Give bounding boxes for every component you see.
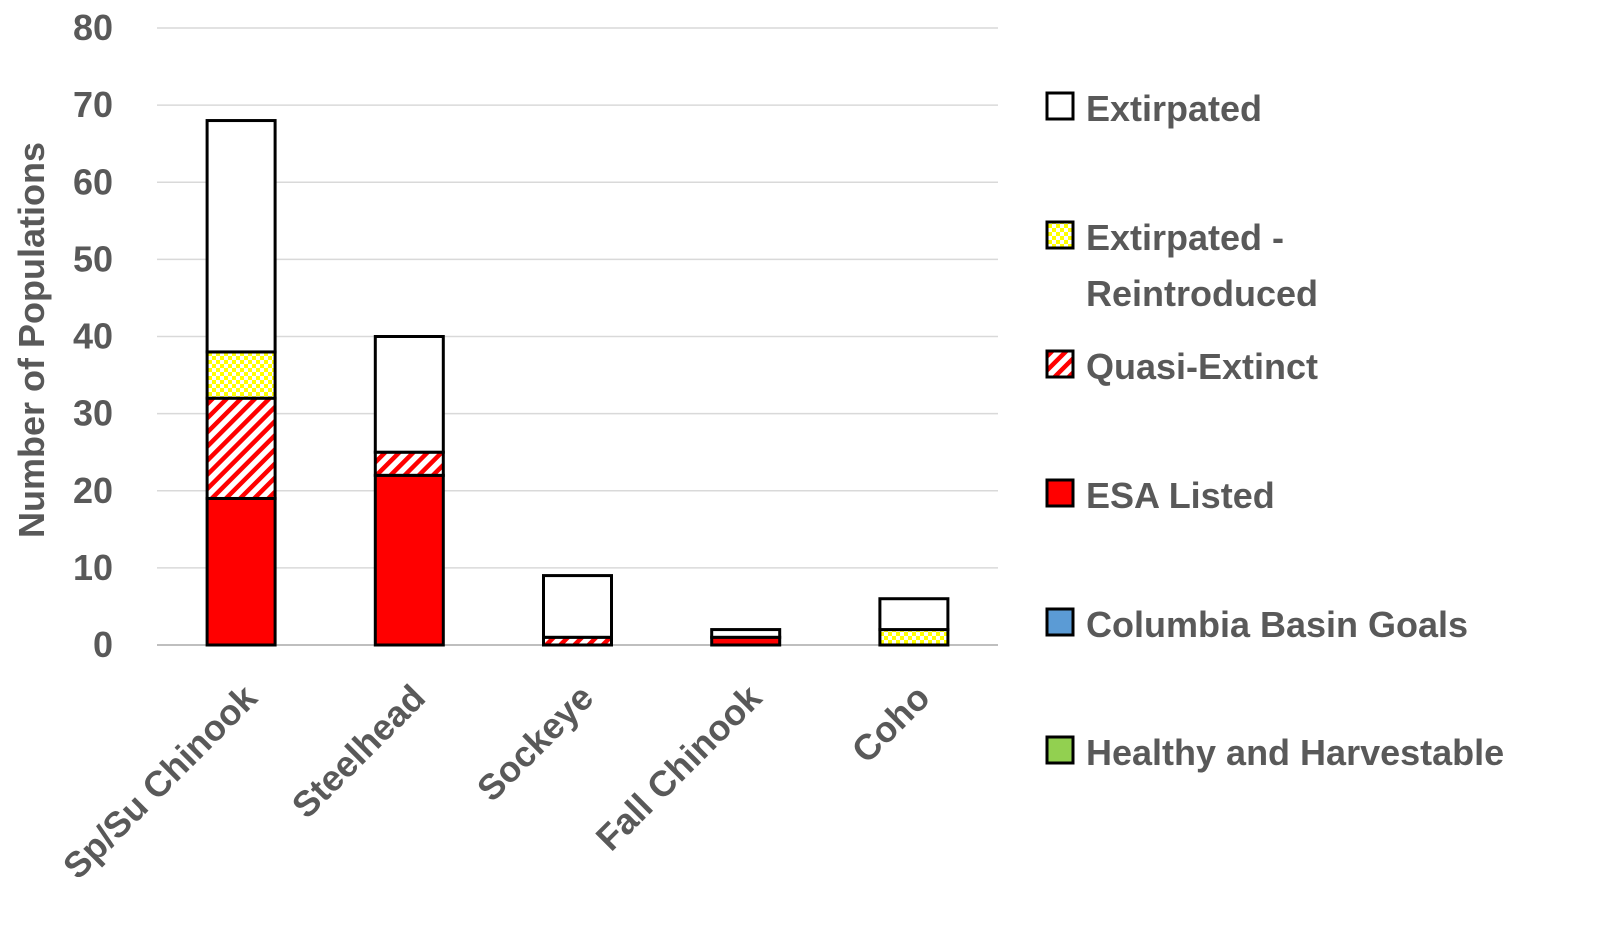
y-axis-tick-labels: 0 10 20 30 40 50 60 70 80 — [73, 7, 113, 665]
legend-label: Healthy and Harvestable — [1086, 732, 1504, 773]
bar-segment-extirpated — [205, 119, 277, 354]
legend-label: ESA Listed — [1086, 475, 1275, 516]
bar-segment-quasi-extinct — [205, 396, 277, 500]
bar-segment-extirpated — [710, 628, 782, 639]
y-tick-label: 60 — [73, 161, 113, 202]
gridlines — [157, 27, 998, 646]
y-tick-label: 20 — [73, 470, 113, 511]
y-tick-label: 10 — [73, 547, 113, 588]
legend: Extirpated Extirpated - Reintroduced Quasi-… — [1045, 88, 1504, 773]
y-tick-label: 50 — [73, 238, 113, 279]
legend-label: Quasi-Extinct — [1086, 346, 1318, 387]
bar-segment-esa-listed — [373, 473, 445, 647]
x-category-label: Sockeye — [469, 677, 601, 809]
bar-segment-extirpated — [373, 335, 445, 454]
bar-segment-extirpated — [878, 597, 950, 632]
y-tick-label: 30 — [73, 393, 113, 434]
y-tick-label: 40 — [73, 316, 113, 357]
legend-swatch — [1045, 349, 1075, 379]
legend-label: Extirpated - — [1086, 217, 1284, 258]
legend-label: Reintroduced — [1086, 273, 1318, 314]
legend-swatch — [1045, 735, 1075, 765]
bar-segment-extirpated-reintroduced — [878, 628, 950, 647]
legend-swatch — [1045, 220, 1075, 250]
bar-segment-esa-listed — [205, 496, 277, 647]
y-axis-title: Number of Populations — [11, 142, 52, 538]
legend-swatch — [1045, 91, 1075, 121]
bar-segment-extirpated-reintroduced — [205, 350, 277, 400]
x-category-label: Fall Chinook — [588, 676, 770, 858]
y-tick-label: 0 — [93, 624, 113, 665]
legend-swatch — [1045, 607, 1075, 637]
legend-swatch — [1045, 478, 1075, 508]
y-tick-label: 70 — [73, 84, 113, 125]
bars — [205, 119, 950, 647]
legend-label: Extirpated — [1086, 88, 1262, 129]
y-tick-label: 80 — [73, 7, 113, 48]
x-category-label: Steelhead — [284, 677, 433, 826]
x-category-label: Coho — [844, 677, 938, 771]
bar-segment-quasi-extinct — [373, 450, 445, 477]
legend-label: Columbia Basin Goals — [1086, 604, 1468, 645]
bar-segment-extirpated — [542, 574, 613, 639]
x-category-label: Sp/Su Chinook — [55, 676, 266, 887]
